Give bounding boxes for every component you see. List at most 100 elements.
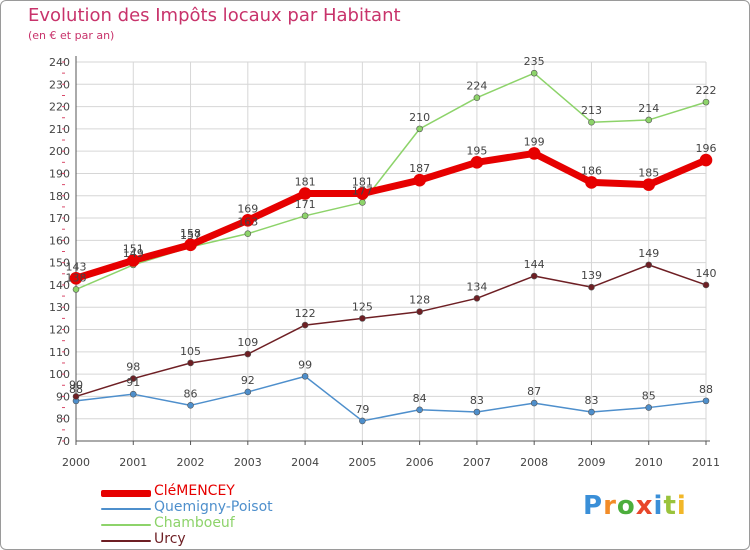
- data-label-quemigny-poisot: 99: [298, 358, 312, 371]
- y-tick-label: 190: [49, 167, 70, 180]
- grid: [75, 61, 707, 442]
- x-tick-label: 2011: [692, 456, 720, 469]
- data-point-clemencey: [527, 147, 541, 160]
- data-point-clemencey: [298, 187, 312, 200]
- data-label-chamboeuf: 210: [409, 111, 430, 124]
- data-point-quemigny-poisot: [129, 390, 137, 398]
- y-tick-label: 150: [49, 257, 70, 270]
- data-label-clemencey: 181: [352, 176, 373, 189]
- data-label-clemencey: 151: [123, 242, 144, 255]
- data-point-urcy: [702, 281, 710, 289]
- data-point-clemencey: [413, 173, 426, 187]
- data-label-chamboeuf: 214: [638, 102, 659, 115]
- data-label-quemigny-poisot: 84: [413, 392, 427, 405]
- data-label-quemigny-poisot: 91: [126, 376, 140, 389]
- data-point-urcy: [473, 295, 481, 302]
- data-label-clemencey: 143: [66, 260, 87, 273]
- chart-subtitle: (en € et par an): [28, 29, 115, 42]
- data-label-quemigny-poisot: 86: [184, 387, 198, 400]
- x-tick-label: 2000: [62, 456, 90, 469]
- data-label-chamboeuf: 235: [524, 55, 545, 68]
- y-tick-label: 240: [49, 56, 70, 69]
- y-tick-label: 220: [49, 101, 70, 114]
- data-point-chamboeuf: [702, 98, 710, 106]
- data-label-urcy: 134: [466, 280, 487, 293]
- data-label-urcy: 128: [409, 294, 430, 307]
- series: [69, 69, 713, 425]
- data-label-chamboeuf: 213: [581, 104, 602, 117]
- data-label-urcy: 149: [638, 247, 659, 260]
- data-label-clemencey: 185: [638, 167, 659, 180]
- data-point-quemigny-poisot: [416, 406, 423, 414]
- data-point-urcy: [129, 375, 137, 382]
- proxiti-logo: Proxiti: [583, 491, 687, 521]
- data-label-quemigny-poisot: 83: [470, 394, 484, 407]
- data-label-quemigny-poisot: 83: [584, 394, 598, 407]
- data-point-chamboeuf: [301, 212, 309, 220]
- series-line-quemigny-poisot: [75, 375, 707, 422]
- data-point-clemencey: [184, 238, 197, 252]
- data-point-chamboeuf: [645, 116, 653, 124]
- legend-swatch: [101, 508, 151, 510]
- axes: 7080901001101201301401501601701801902002…: [49, 56, 720, 469]
- legend-label: Chamboeuf: [154, 515, 235, 531]
- data-label-clemencey: 186: [581, 164, 602, 177]
- data-label-chamboeuf: 157: [180, 229, 201, 242]
- data-label-urcy: 98: [126, 361, 140, 374]
- data-label-chamboeuf: 177: [352, 184, 373, 197]
- data-label-chamboeuf: 224: [466, 80, 487, 93]
- data-point-quemigny-poisot: [530, 399, 538, 407]
- logo-letter: x: [635, 491, 654, 521]
- data-point-urcy: [530, 272, 538, 280]
- y-tick-label: 180: [49, 190, 70, 203]
- y-tick-label: 140: [49, 279, 70, 292]
- data-point-quemigny-poisot: [588, 408, 595, 416]
- data-label-urcy: 122: [295, 307, 316, 320]
- data-label-urcy: 109: [237, 336, 258, 349]
- data-point-clemencey: [126, 254, 140, 267]
- data-point-clemencey: [585, 176, 598, 189]
- legend-label: CléMENCEY: [154, 483, 235, 499]
- data-label-clemencey: 195: [466, 144, 487, 157]
- data-point-quemigny-poisot: [244, 388, 252, 396]
- data-label-quemigny-poisot: 79: [355, 403, 369, 416]
- data-point-urcy: [588, 283, 595, 291]
- data-point-clemencey: [699, 153, 713, 167]
- data-point-chamboeuf: [72, 286, 80, 293]
- data-labels: 88 91 86 92 99 79 84 83 87 83 85 88 138 149 157 163 171 1…: [66, 55, 717, 416]
- y-tick-label: 200: [49, 145, 70, 158]
- data-label-urcy: 90: [69, 378, 83, 391]
- data-point-quemigny-poisot: [301, 373, 309, 380]
- data-point-urcy: [301, 321, 309, 329]
- data-point-chamboeuf: [530, 69, 538, 77]
- data-label-clemencey: 181: [295, 176, 316, 189]
- legend-swatch: [101, 490, 151, 497]
- series-urcy: [72, 261, 710, 400]
- y-tick-label: 130: [49, 301, 70, 314]
- data-label-clemencey: 196: [696, 142, 717, 155]
- data-label-quemigny-poisot: 88: [69, 383, 83, 396]
- data-label-clemencey: 169: [237, 202, 258, 215]
- data-point-urcy: [359, 315, 366, 322]
- data-point-chamboeuf: [416, 125, 423, 133]
- data-point-clemencey: [470, 156, 484, 169]
- data-point-chamboeuf: [588, 118, 595, 126]
- data-point-urcy: [645, 261, 653, 269]
- x-tick-label: 2004: [291, 456, 319, 469]
- data-label-chamboeuf: 138: [66, 271, 87, 284]
- data-label-urcy: 144: [524, 258, 545, 271]
- data-label-quemigny-poisot: 87: [527, 385, 541, 398]
- x-tick-label: 2001: [119, 456, 147, 469]
- data-point-quemigny-poisot: [473, 408, 481, 416]
- series-line-urcy: [75, 264, 707, 398]
- data-label-chamboeuf: 171: [295, 198, 316, 211]
- y-tick-label: 110: [49, 346, 70, 359]
- series-quemigny-poisot: [72, 373, 710, 425]
- data-point-quemigny-poisot: [187, 402, 194, 409]
- y-tick-label: 170: [49, 212, 70, 225]
- data-point-chamboeuf: [244, 230, 252, 237]
- logo-letter: o: [616, 491, 636, 521]
- x-tick-label: 2005: [348, 456, 376, 469]
